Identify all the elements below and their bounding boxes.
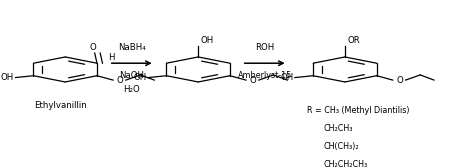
Text: O: O xyxy=(89,43,96,52)
Text: R = CH₃ (Methyl Diantilis): R = CH₃ (Methyl Diantilis) xyxy=(307,106,410,115)
Text: NaBH₄: NaBH₄ xyxy=(118,43,146,52)
Text: OH: OH xyxy=(0,73,14,82)
Text: OH: OH xyxy=(134,73,147,82)
Text: CH₂CH₂CH₃: CH₂CH₂CH₃ xyxy=(323,160,368,168)
Text: H₂O: H₂O xyxy=(123,85,140,94)
Text: OH: OH xyxy=(280,73,293,82)
Text: CH₂CH₃: CH₂CH₃ xyxy=(323,124,353,133)
Text: CH(CH₃)₂: CH(CH₃)₂ xyxy=(323,142,359,151)
Text: Ethylvanillin: Ethylvanillin xyxy=(34,101,87,110)
Text: Amberlyst-15: Amberlyst-15 xyxy=(237,71,292,80)
Text: ROH: ROH xyxy=(255,43,274,52)
Text: O: O xyxy=(396,76,403,85)
Text: H: H xyxy=(109,53,115,62)
Text: OH: OH xyxy=(201,36,214,45)
Text: O: O xyxy=(250,76,256,85)
Text: O: O xyxy=(117,76,123,85)
Text: NaOH: NaOH xyxy=(119,71,144,80)
Text: OR: OR xyxy=(347,36,360,45)
